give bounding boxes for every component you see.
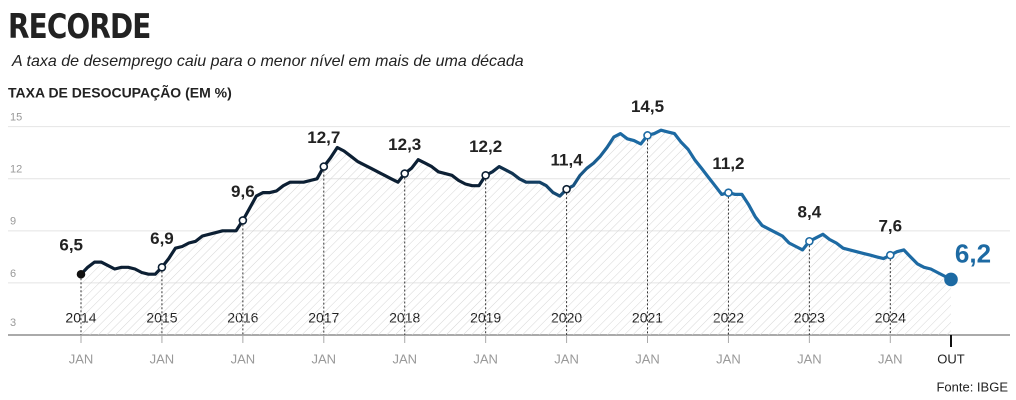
y-tick-label: 15 [10, 112, 22, 124]
x-tick-label: JAN [797, 351, 822, 366]
data-label: 12,3 [388, 135, 421, 154]
data-label: 8,4 [798, 203, 822, 222]
y-tick-label: 9 [10, 216, 16, 228]
x-tick-label: JAN [554, 351, 579, 366]
y-tick-label: 6 [10, 268, 16, 280]
data-label: 12,2 [469, 137, 502, 156]
data-label: 11,4 [551, 151, 584, 170]
point [76, 269, 86, 279]
x-tick-label: OUT [937, 351, 965, 366]
x-tick-label: JAN [473, 351, 498, 366]
y-tick-label: 3 [10, 317, 16, 329]
x-tick-label: JAN [716, 351, 741, 366]
chart-subtitle: A taxa de desemprego caiu para o menor n… [11, 53, 524, 70]
point [400, 169, 410, 178]
x-tick-label: JAN [150, 351, 175, 366]
data-label: 6,9 [150, 229, 174, 248]
point [481, 170, 490, 180]
point [157, 262, 167, 272]
point [944, 272, 958, 287]
source: Fonte: IBGE [936, 379, 1008, 394]
chart-title: RECORDE [8, 7, 151, 46]
y-tick-label: 12 [10, 164, 22, 176]
point [805, 236, 814, 246]
data-label: 9,6 [231, 182, 255, 201]
y-axis-label: TAXA DE DESOCUPAÇÃO (EM %) [8, 84, 232, 101]
x-tick-label: JAN [392, 351, 417, 366]
x-tick-label: JAN [69, 351, 94, 366]
x-tick-label: JAN [878, 351, 903, 366]
point [643, 131, 652, 140]
line [79, 128, 952, 281]
point [886, 250, 895, 260]
point [319, 162, 329, 171]
data-label: 12,7 [307, 128, 340, 147]
point [724, 188, 733, 197]
area-hatch [81, 130, 951, 335]
data-label: 14,5 [631, 97, 664, 116]
x-tick-label: JAN [635, 351, 660, 366]
point [562, 184, 571, 194]
x-tick-label: JAN [231, 351, 256, 366]
x-tick-label: JAN [312, 351, 337, 366]
data-label: 6,5 [59, 236, 83, 255]
data-label: 11,2 [712, 154, 744, 173]
data-label: 7,6 [878, 217, 902, 236]
point [238, 216, 248, 225]
data-label: 6,2 [955, 238, 991, 268]
